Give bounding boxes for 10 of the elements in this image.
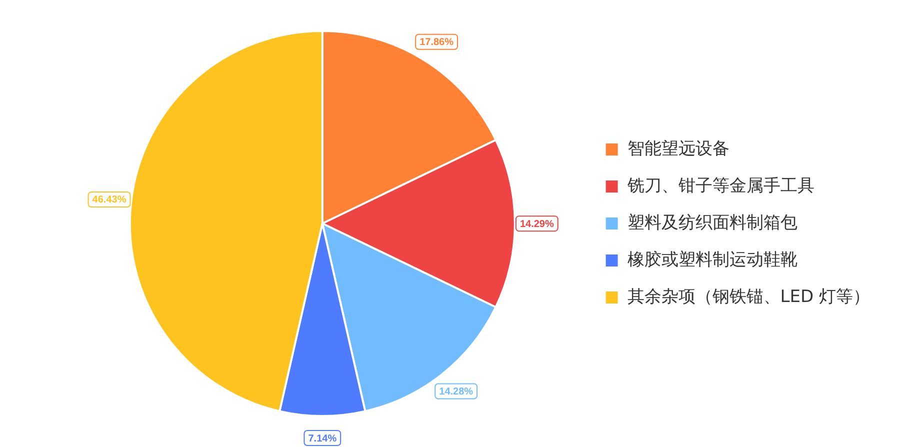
data-label: 14.28% bbox=[439, 386, 474, 398]
data-label: 46.43% bbox=[92, 194, 126, 206]
legend-label: 橡胶或塑料制运动鞋靴 bbox=[627, 250, 798, 270]
data-label: 7.14% bbox=[308, 433, 337, 444]
legend-label: 智能望远设备 bbox=[627, 138, 730, 159]
legend-label: 其余杂项（钢铁锚、LED 灯等） bbox=[627, 286, 870, 307]
data-label: 17.86% bbox=[420, 37, 454, 48]
legend-label: 塑料及纺织面料制箱包 bbox=[627, 212, 798, 233]
data-label: 14.29% bbox=[520, 218, 554, 230]
legend-label: 铣刀、钳子等金属手工具 bbox=[626, 176, 814, 196]
